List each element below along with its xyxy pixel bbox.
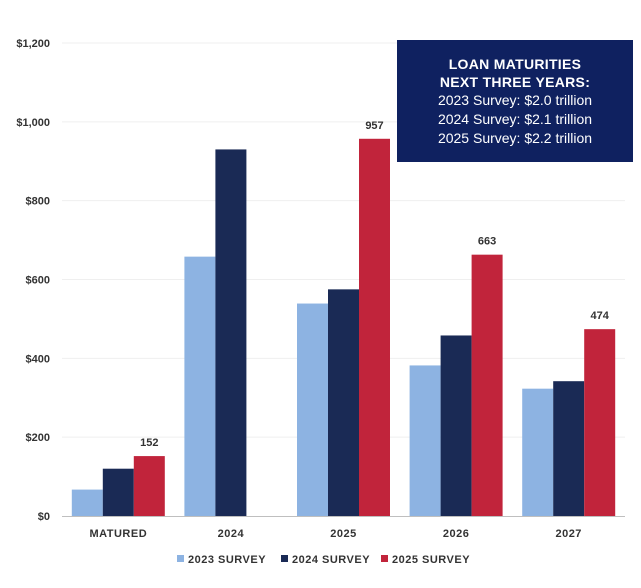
x-category-label: 2025 [330,528,356,540]
bar-2024-survey-2025 [328,289,359,516]
y-tick-label: $1,000 [16,117,50,129]
legend-swatch [177,555,184,562]
callout-line-2023: 2023 Survey: $2.0 trillion [437,92,593,108]
legend-label: 2024 SURVEY [292,554,370,566]
y-tick-label: $1,200 [16,38,50,50]
maturities-callout: LOAN MATURITIES NEXT THREE YEARS: 2023 S… [397,40,633,162]
callout-title-line2: NEXT THREE YEARS: [439,74,591,90]
y-tick-label: $400 [26,353,50,365]
bar-2023-survey-2026 [409,365,441,516]
x-category-label: 2026 [443,528,469,540]
x-category-label: 2024 [218,528,245,540]
callout-line-2025: 2025 Survey: $2.2 trillion [437,130,593,146]
bar-2025-survey-2027 [584,329,616,516]
bar-2025-survey-matured [133,456,165,516]
y-axis-ticks: $0 $200 $400 $600 $800 $1,000 $1,200 [16,38,50,523]
data-label: 474 [591,310,610,322]
legend-swatch [381,555,388,562]
bar-2024-survey-2026 [440,335,472,516]
x-axis-categories: MATURED 2024 2025 2026 2027 [89,528,581,540]
y-tick-label: $800 [26,196,50,208]
y-tick-label: $0 [38,511,50,523]
bar-2025-survey-2025 [359,138,390,516]
bar-2025-survey-2026 [471,254,503,517]
bar-2023-survey-2027 [522,388,554,516]
data-labels: 152 957 663 474 [140,120,610,449]
y-tick-label: $600 [26,275,50,287]
bar-2023-survey-2024 [184,256,216,516]
callout-line-2024: 2024 Survey: $2.1 trillion [437,111,593,127]
legend-swatch [281,555,288,562]
bars [71,138,616,517]
x-category-label: MATURED [89,528,147,540]
callout-title-line1: LOAN MATURITIES [448,56,582,72]
legend-label: 2025 SURVEY [392,554,470,566]
bar-2023-survey-2025 [297,303,328,516]
bar-2024-survey-2027 [553,381,585,516]
data-label: 957 [365,120,383,132]
bar-2024-survey-matured [102,468,134,516]
legend: 2023 SURVEY 2024 SURVEY 2025 SURVEY [177,554,470,566]
legend-label: 2023 SURVEY [188,554,266,566]
data-label: 663 [478,236,496,248]
data-label: 152 [140,437,158,449]
y-tick-label: $200 [26,432,50,444]
bar-2024-survey-2024 [215,149,247,517]
bar-2023-survey-matured [71,489,103,516]
x-category-label: 2027 [555,528,581,540]
